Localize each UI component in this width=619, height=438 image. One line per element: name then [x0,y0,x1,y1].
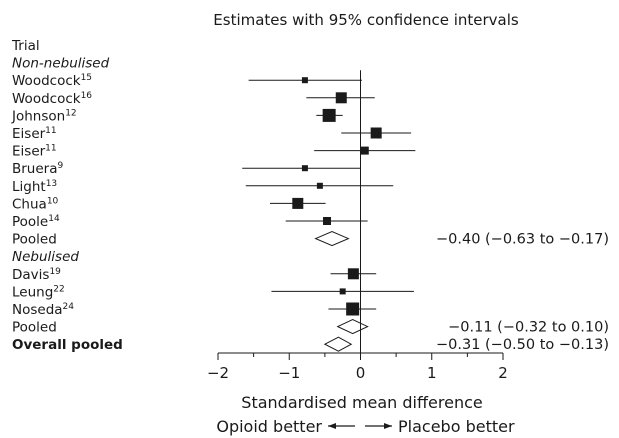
direction-right-label: Placebo better [398,417,515,436]
row-label-text: Chua [12,196,47,212]
row-poole-10: Poole14 [12,214,368,230]
row-label: Eiser11 [12,144,57,160]
point-estimate-square [301,77,308,84]
row-noseda-15: Noseda24 [12,302,377,318]
right-arrow-icon [365,423,392,429]
point-estimate-square [322,108,336,122]
row-label-text: Pooled [12,232,57,248]
row-label: Pooled [12,320,57,336]
pooled-estimate-diamond [323,336,353,352]
point-estimate-square [316,182,323,189]
row-label-text: Nebulised [12,249,79,265]
row-label-text: Davis [12,267,49,283]
row-label-text: Overall pooled [12,337,123,353]
reference-superscript: 11 [45,126,56,136]
row-label: Woodcock16 [12,91,92,107]
row-woodcock-2: Woodcock15 [12,73,362,89]
row-label-text: Light [12,179,46,195]
reference-superscript: 9 [58,161,64,171]
reference-superscript: 13 [46,179,57,189]
row-chua-9: Chua10 [12,196,326,212]
point-estimate-square [323,217,332,225]
row-label: Leung22 [12,284,65,300]
row-trial-0: Trial [11,38,40,54]
row-label: Poole14 [12,214,60,230]
row-bruera-7: Bruera9 [12,161,361,177]
row-label-text: Eiser [12,144,46,160]
row-label-text: Poole [12,214,48,230]
row-eiser-5: Eiser11 [12,126,412,142]
point-estimate-square [335,92,347,104]
row-label-text: Leung [12,284,53,300]
x-axis: −2 −1 0 1 2 [207,352,508,382]
reference-superscript: 14 [48,214,60,224]
point-estimate-square [339,288,346,295]
row-label: Light13 [12,179,57,195]
reference-superscript: 10 [47,196,59,206]
row-label: Bruera9 [12,161,64,177]
row-label: Johnson12 [11,108,77,124]
pooled-estimate-diamond [314,231,350,247]
point-estimate-square [370,127,382,139]
row-label-text: Woodcock [12,73,81,89]
row-pooled-11: Pooled −0.40 (−0.63 to −0.17) [12,231,609,248]
column-header: Trial [11,38,40,54]
row-label-text: Pooled [12,320,57,336]
group-label: Nebulised [12,249,79,265]
row-label: Noseda24 [12,302,74,318]
x-axis-title: Standardised mean difference [241,393,482,412]
row-label: Pooled [12,232,57,248]
pooled-estimate-diamond [336,319,369,335]
x-tick-label: 0 [356,364,366,382]
row-label-text: Bruera [12,161,58,177]
row-light-8: Light13 [12,179,394,195]
row-woodcock-3: Woodcock16 [12,91,375,107]
x-tick-label: 2 [498,364,508,382]
row-johnson-4: Johnson12 [11,108,343,124]
point-estimate-square [360,146,369,155]
point-estimate-square [347,268,359,280]
row-label-text: Eiser [12,126,46,142]
reference-superscript: 16 [81,91,93,101]
left-arrow-icon [328,423,355,429]
point-estimate-square [301,165,308,172]
reference-superscript: 22 [53,284,64,294]
reference-superscript: 15 [81,73,92,83]
pooled-estimate-text: −0.11 (−0.32 to 0.10) [448,320,609,336]
row-label-text: Non-nebulised [12,56,110,72]
row-leung-14: Leung22 [12,284,414,300]
row-label-text: Trial [11,38,40,54]
row-overall-pooled-17: Overall pooled −0.31 (−0.50 to −0.13) [12,336,609,353]
reference-superscript: 12 [65,108,76,118]
x-tick-label: −1 [278,364,300,382]
row-label-text: Woodcock [12,91,81,107]
x-tick-label: 1 [427,364,437,382]
pooled-estimate-text: −0.40 (−0.63 to −0.17) [436,232,609,248]
point-estimate-square [292,197,304,209]
row-label-text: Johnson [11,108,65,124]
row-nebulised-12: Nebulised [12,249,79,265]
chart-title: Estimates with 95% confidence intervals [213,11,519,29]
reference-superscript: 11 [45,144,56,154]
point-estimate-square [346,302,360,316]
row-label: Chua10 [12,196,59,212]
row-label: Woodcock15 [12,73,92,89]
reference-superscript: 24 [63,302,75,312]
row-label: Eiser11 [12,126,57,142]
row-label-text: Noseda [12,302,63,318]
pooled-estimate-text: −0.31 (−0.50 to −0.13) [436,337,609,353]
forest-rows: TrialNon-nebulisedWoodcock15Woodcock16Jo… [11,38,609,353]
row-non-nebulised-1: Non-nebulised [12,56,110,72]
x-tick-label: −2 [207,364,229,382]
row-label: Davis19 [12,267,61,283]
row-eiser-6: Eiser11 [12,144,416,160]
reference-superscript: 19 [49,267,61,277]
direction-labels: Opioid better Placebo better [216,417,515,436]
direction-left-label: Opioid better [216,417,322,436]
row-davis-13: Davis19 [12,267,377,283]
row-pooled-16: Pooled −0.11 (−0.32 to 0.10) [12,319,609,336]
row-label: Overall pooled [12,337,123,353]
group-label: Non-nebulised [12,56,110,72]
